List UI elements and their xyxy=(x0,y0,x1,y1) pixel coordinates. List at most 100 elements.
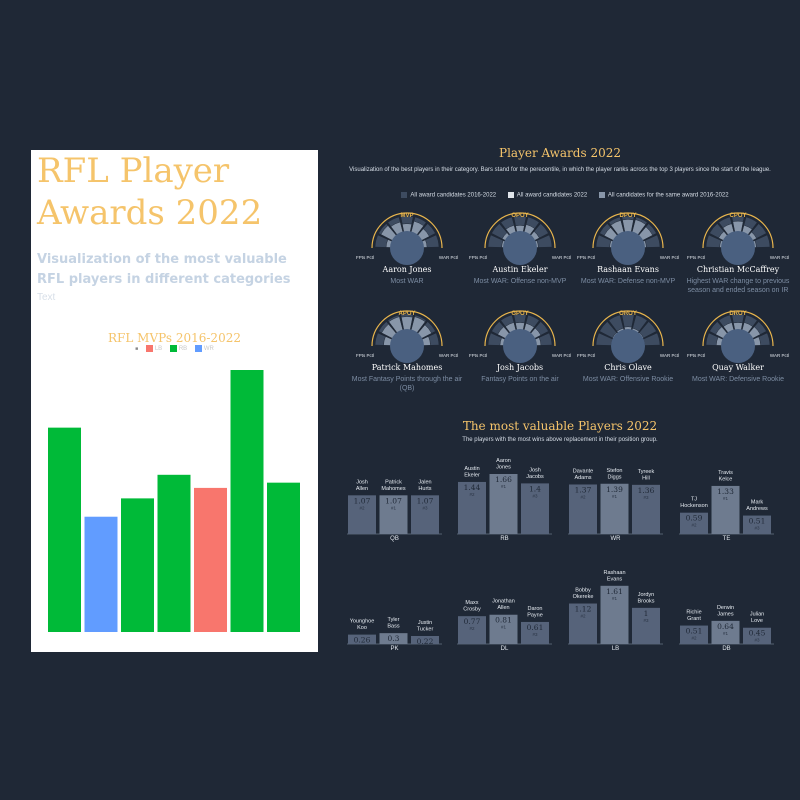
axis-label-fpts: FPts Pctl xyxy=(687,353,705,358)
awards-legend-swatch-3 xyxy=(599,192,605,198)
position-group-pk: 0.26#2YounghoeKoo0.3#1TylerBass0.22#3Jus… xyxy=(347,560,442,655)
award-description: Most WAR xyxy=(347,277,467,286)
player-value: 1.61 xyxy=(606,587,623,596)
player-name: Davante Adams xyxy=(573,468,594,481)
award-label: OPOY xyxy=(511,213,528,219)
award-center-disc xyxy=(390,231,424,265)
award-card-opoy: OPOY FPts Pctl WAR Pctl Austin Ekeler Most W… xyxy=(465,210,575,305)
player-value: 1.12 xyxy=(575,605,592,614)
mvp-players-description: The players with the most wins above rep… xyxy=(330,437,790,443)
player-rank: #1 xyxy=(501,625,507,630)
player-value: 0.51 xyxy=(686,627,703,636)
award-player-name: Patrick Mahomes xyxy=(352,363,462,372)
awards-legend-label-3: All candidates for the same award 2016-2… xyxy=(608,193,729,199)
award-description: Most WAR: Defense non-MVP xyxy=(568,277,688,286)
player-name: Austin Ekeler xyxy=(464,466,480,479)
awards-legend-swatch-2 xyxy=(508,192,514,198)
award-description: Most Fantasy Points through the air (QB) xyxy=(347,375,467,393)
player-name: Richie Grant xyxy=(686,610,701,623)
awards-legend: All award candidates 2016-2022 All award… xyxy=(330,192,790,199)
position-label: DL xyxy=(457,646,552,652)
award-player-name: Aaron Jones xyxy=(352,265,462,274)
award-label: MVP xyxy=(400,213,413,219)
award-player-name: Quay Walker xyxy=(683,363,793,372)
player-name: Jonathan Allen xyxy=(492,599,515,612)
award-label: APOY xyxy=(398,311,415,317)
player-rank: #2 xyxy=(691,636,697,641)
award-center-disc xyxy=(721,329,755,363)
position-label: QB xyxy=(347,536,442,542)
award-card-gpoy: GPOY FPts Pctl WAR Pctl Josh Jacobs Fantasy … xyxy=(465,308,575,403)
position-label: LB xyxy=(568,646,663,652)
axis-label-fpts: FPts Pctl xyxy=(356,353,374,358)
player-value: 1.39 xyxy=(606,485,623,494)
player-rank: #3 xyxy=(754,638,760,643)
player-value: 1.07 xyxy=(417,496,434,505)
player-rank: #2 xyxy=(691,523,697,528)
player-rank: #2 xyxy=(580,494,586,499)
mvp-players-title: The most valuable Players 2022 xyxy=(330,419,790,433)
player-rank: #1 xyxy=(391,505,397,510)
player-name: Derwin James xyxy=(717,605,734,618)
player-value: 1.36 xyxy=(638,486,655,495)
player-value: 1 xyxy=(644,609,649,618)
award-label: CPOY xyxy=(729,213,746,219)
mvp-bar-2019 xyxy=(158,475,191,632)
award-center-disc xyxy=(390,329,424,363)
mvp-bar-2017 xyxy=(85,517,118,632)
mvp-bar-2022 xyxy=(267,483,300,632)
player-name: Jalen Hurts xyxy=(418,479,431,492)
axis-label-fpts: FPts Pctl xyxy=(469,353,487,358)
player-name: Mark Andrews xyxy=(746,500,768,513)
axis-label-war: WAR Pctl xyxy=(552,255,571,260)
player-rank: #2 xyxy=(469,492,475,497)
position-group-te: 0.59 #2 TJ Hockenson 1.33 #1 Travis Kelce 0.51 #3… xyxy=(679,450,774,545)
player-name: Rashaan Evans xyxy=(603,570,625,583)
player-rank: #3 xyxy=(422,505,428,510)
player-value: 0.22 xyxy=(417,637,434,646)
awards-title: Player Awards 2022 xyxy=(330,146,790,160)
player-rank: #3 xyxy=(754,526,760,531)
axis-label-war: WAR Pctl xyxy=(770,353,789,358)
player-name: Tyler Bass xyxy=(387,617,399,630)
award-label: GPOY xyxy=(511,311,528,317)
player-name: Travis Kelce xyxy=(718,470,733,483)
player-rank: #2 xyxy=(469,626,475,631)
player-value: 1.37 xyxy=(575,485,592,494)
award-description: Highest WAR change to previous season an… xyxy=(678,277,798,295)
awards-legend-label-1: All award candidates 2016-2022 xyxy=(410,193,496,199)
position-group-dl: 0.77 #2 Maxx Crosby 0.81 #1 Jonathan Allen 0.61 #… xyxy=(457,560,552,655)
axis-label-fpts: FPts Pctl xyxy=(577,353,595,358)
axis-label-war: WAR Pctl xyxy=(439,353,458,358)
award-description: Most WAR: Defensive Rookie xyxy=(678,375,798,384)
player-rank: #1 xyxy=(723,496,729,501)
player-rank: #3 xyxy=(643,495,649,500)
player-name: Daron Payne xyxy=(527,606,543,619)
player-name: Maxx Crosby xyxy=(463,600,481,613)
axis-label-fpts: FPts Pctl xyxy=(577,255,595,260)
player-value: 0.64 xyxy=(717,622,734,631)
player-value: 0.45 xyxy=(749,629,766,638)
award-description: Fantasy Points on the air xyxy=(460,375,580,384)
player-rank: #3 xyxy=(643,618,649,623)
award-card-oroy: OROY FPts Pctl WAR Pctl Chris Olave Most WAR… xyxy=(573,308,683,403)
player-name: Justin Tucker xyxy=(417,620,434,633)
award-description: Most WAR: Offensive Rookie xyxy=(568,375,688,384)
awards-description: Visualization of the best players in the… xyxy=(330,166,790,174)
award-label: DPOY xyxy=(619,213,636,219)
axis-label-war: WAR Pctl xyxy=(770,255,789,260)
player-value: 1.44 xyxy=(464,483,481,492)
position-label: DB xyxy=(679,646,774,652)
position-label: PK xyxy=(347,646,442,652)
award-description: Most WAR: Offense non-MVP xyxy=(460,277,580,286)
player-name: Stefon Diggs xyxy=(607,468,623,481)
player-rank: #2 xyxy=(359,505,365,510)
player-rank: #2 xyxy=(580,614,586,619)
award-center-disc xyxy=(503,231,537,265)
award-player-name: Josh Jacobs xyxy=(465,363,575,372)
award-center-disc xyxy=(611,329,645,363)
mvp-bar-2016 xyxy=(48,428,81,632)
player-value: 0.77 xyxy=(464,617,481,626)
axis-label-war: WAR Pctl xyxy=(660,255,679,260)
mvp-bar-2021 xyxy=(231,370,264,632)
